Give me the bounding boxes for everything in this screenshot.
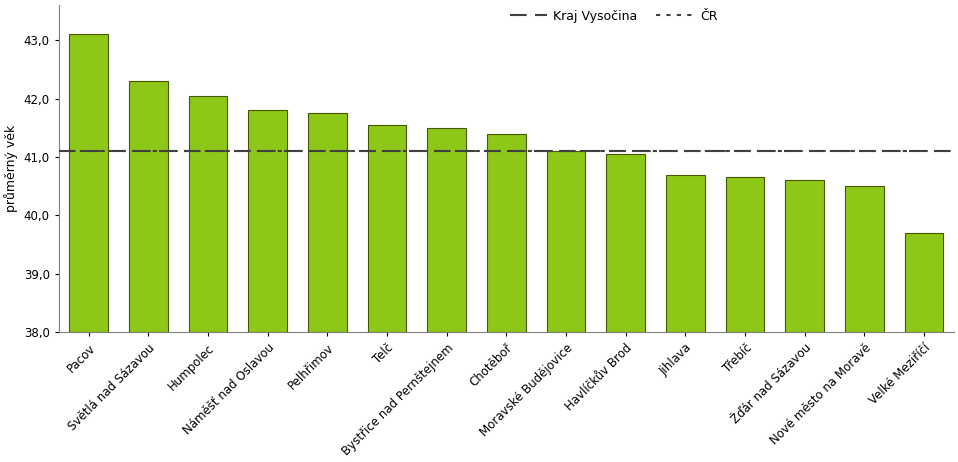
Bar xyxy=(666,175,705,332)
Bar xyxy=(487,134,526,332)
Bar xyxy=(786,180,824,332)
Bar xyxy=(69,34,108,332)
Bar xyxy=(308,113,347,332)
Bar xyxy=(368,125,406,332)
Bar xyxy=(606,154,645,332)
Legend: Kraj Vysočina, ČR: Kraj Vysočina, ČR xyxy=(505,5,722,28)
Bar xyxy=(904,233,944,332)
Bar xyxy=(189,96,227,332)
Bar xyxy=(725,177,764,332)
Bar xyxy=(845,186,883,332)
Y-axis label: průměrný věk: průměrný věk xyxy=(4,125,18,213)
Bar xyxy=(129,81,168,332)
Bar xyxy=(547,151,585,332)
Bar xyxy=(248,110,287,332)
Bar xyxy=(427,128,466,332)
